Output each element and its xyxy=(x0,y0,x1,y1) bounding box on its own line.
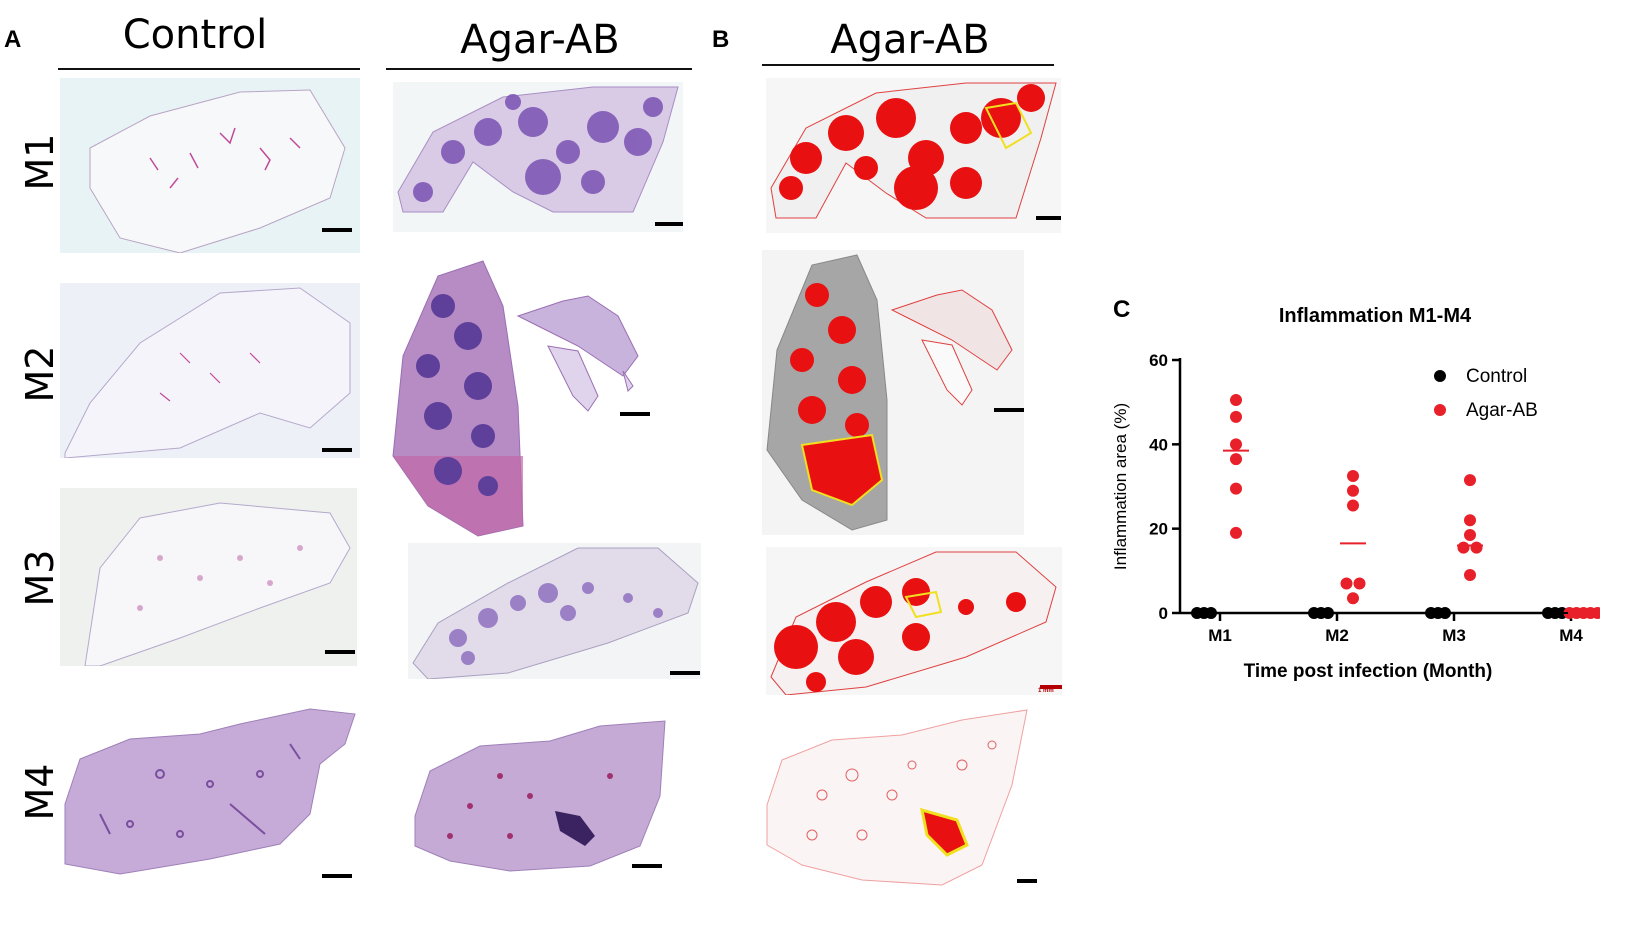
panel-label-b: B xyxy=(712,26,730,53)
data-point xyxy=(1347,469,1359,482)
scale-bar xyxy=(322,448,352,452)
row-label-m2: M2 xyxy=(18,345,62,403)
mask-agar-ab-m2 xyxy=(762,250,1024,535)
mask-agar-ab-m4 xyxy=(762,705,1037,895)
tissue-outline xyxy=(64,287,351,458)
y-axis-label: Inflammation area (%) xyxy=(1111,403,1130,570)
data-point xyxy=(1464,569,1476,582)
scale-bar xyxy=(322,228,352,232)
scale-bar xyxy=(325,650,355,654)
column-rule-agar-ab xyxy=(386,68,692,70)
row-label-m4: M4 xyxy=(18,763,62,821)
data-point xyxy=(1340,577,1353,590)
histology-control-m4 xyxy=(60,704,366,884)
scale-bar-label: 1 mm xyxy=(1038,688,1054,694)
data-point xyxy=(1464,474,1476,487)
tissue-outline xyxy=(766,254,1013,531)
histology-control-m3 xyxy=(60,488,357,666)
x-tick-label: M2 xyxy=(1325,626,1349,645)
data-point xyxy=(1230,482,1242,495)
data-point xyxy=(1470,541,1483,554)
scale-bar xyxy=(655,222,683,226)
row-label-m1: M1 xyxy=(18,133,62,191)
data-point xyxy=(1347,484,1359,497)
y-tick-label: 40 xyxy=(1149,435,1168,454)
tissue-outline xyxy=(84,502,351,666)
x-tick-label: M3 xyxy=(1442,626,1466,645)
tissue-outline xyxy=(392,260,639,537)
data-point xyxy=(1230,438,1242,451)
data-point xyxy=(1230,453,1242,466)
row-label-m3: M3 xyxy=(18,549,62,607)
data-point xyxy=(1230,394,1242,407)
scale-bar xyxy=(1036,216,1061,220)
tissue-outline xyxy=(766,709,1028,886)
histology-agar-ab-m3 xyxy=(408,543,701,679)
y-tick-label: 0 xyxy=(1159,604,1168,623)
scale-bar xyxy=(670,671,700,675)
x-tick-label: M1 xyxy=(1208,626,1232,645)
panel-label-c: C xyxy=(1113,296,1131,323)
y-tick-label: 20 xyxy=(1149,520,1168,539)
legend-marker xyxy=(1434,370,1446,382)
histology-control-m1 xyxy=(60,78,360,253)
legend-marker xyxy=(1434,404,1446,416)
legend-label: Agar-AB xyxy=(1466,400,1538,421)
histology-agar-ab-m4 xyxy=(410,716,680,878)
column-rule-control xyxy=(58,68,360,70)
column-title-agar-ab-mask: Agar-AB xyxy=(830,17,990,63)
tissue-outline xyxy=(770,82,1057,219)
chart-title: Inflammation M1-M4 xyxy=(1279,305,1472,327)
inflammation-chart: Inflammation M1-M4 Inflammation area (%)… xyxy=(1111,305,1600,682)
scale-bar xyxy=(620,412,650,416)
column-rule-agar-ab-mask xyxy=(762,64,1054,66)
chart-legend: Control Agar-AB xyxy=(1434,366,1538,421)
tissue-outline xyxy=(414,720,666,872)
panel-label-a: A xyxy=(4,26,22,53)
y-tick-label: 60 xyxy=(1149,351,1168,370)
scale-bar xyxy=(632,864,662,868)
data-point xyxy=(1347,499,1359,512)
histology-agar-ab-m1 xyxy=(393,82,683,232)
x-tick-label: M4 xyxy=(1559,626,1583,645)
histology-control-m2 xyxy=(60,283,360,458)
x-axis-label: Time post infection (Month) xyxy=(1244,661,1493,682)
scale-bar xyxy=(322,874,352,878)
data-point xyxy=(1230,410,1242,423)
column-title-control: Control xyxy=(122,12,268,58)
mask-agar-ab-m3: 1 mm xyxy=(766,547,1062,695)
tissue-outline xyxy=(412,547,699,679)
legend-label: Control xyxy=(1466,366,1527,387)
data-point xyxy=(1464,528,1476,541)
data-point xyxy=(1230,526,1242,539)
scale-bar xyxy=(994,408,1024,412)
data-point xyxy=(1347,592,1359,605)
tissue-outline xyxy=(770,551,1057,695)
histology-agar-ab-m2 xyxy=(388,256,658,541)
data-point xyxy=(1353,577,1366,590)
column-title-agar-ab: Agar-AB xyxy=(460,17,620,63)
data-point xyxy=(1464,514,1476,527)
tissue-outline xyxy=(64,708,356,875)
scale-bar xyxy=(1017,879,1037,883)
tissue-outline xyxy=(89,89,346,253)
scale-bar xyxy=(1040,685,1062,689)
tissue-outline xyxy=(397,86,679,213)
data-point xyxy=(1457,541,1470,554)
mask-agar-ab-m1 xyxy=(766,78,1061,233)
